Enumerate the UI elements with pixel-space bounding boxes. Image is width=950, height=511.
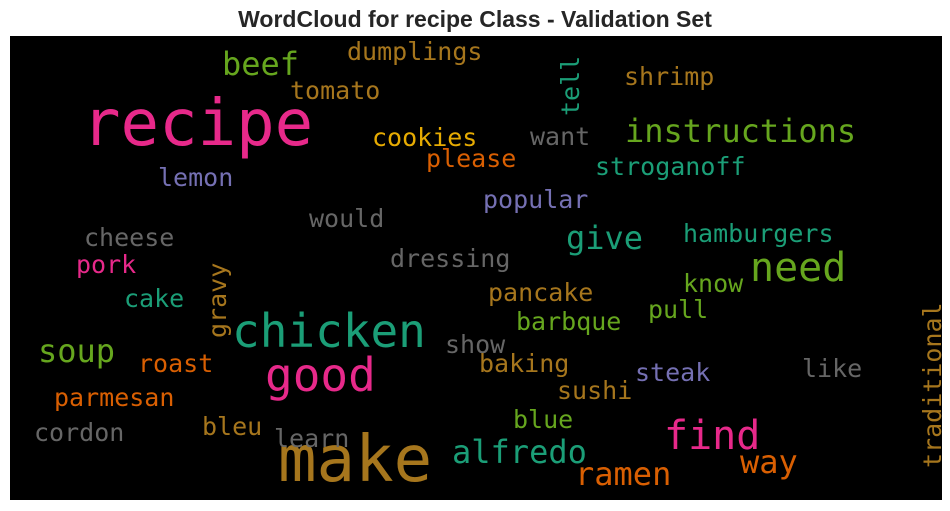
word-alfredo: alfredo — [452, 433, 587, 471]
word-please: please — [426, 144, 517, 173]
word-hamburgers: hamburgers — [683, 219, 834, 248]
word-ramen: ramen — [575, 455, 672, 493]
word-cookies: cookies — [372, 123, 478, 152]
word-give: give — [566, 219, 644, 257]
word-barbque: barbque — [516, 307, 622, 336]
word-roast: roast — [138, 349, 214, 378]
word-pork: pork — [76, 250, 137, 279]
word-soup: soup — [38, 332, 116, 370]
word-cordon: cordon — [34, 418, 125, 447]
word-beef: beef — [222, 45, 300, 83]
word-sushi: sushi — [557, 376, 633, 405]
word-tell: tell — [556, 55, 585, 116]
word-shrimp: shrimp — [624, 62, 715, 91]
word-recipe: recipe — [82, 87, 314, 161]
chart-title: WordCloud for recipe Class - Validation … — [238, 6, 712, 32]
word-like: like — [802, 354, 863, 383]
word-traditional: traditional — [918, 302, 942, 468]
word-bleu: bleu — [202, 412, 263, 441]
word-cloud-canvas: recipe make chicken good find need instr… — [10, 36, 942, 500]
word-parmesan: parmesan — [54, 383, 175, 412]
word-popular: popular — [483, 185, 589, 214]
word-would: would — [309, 204, 385, 233]
word-know: know — [683, 269, 744, 298]
word-cake: cake — [124, 284, 185, 313]
word-good: good — [265, 348, 376, 402]
word-make: make — [278, 423, 433, 497]
word-dressing: dressing — [390, 244, 511, 273]
word-baking: baking — [479, 349, 570, 378]
word-pull: pull — [648, 295, 709, 324]
word-tomato: tomato — [290, 76, 381, 105]
word-pancake: pancake — [488, 278, 594, 307]
word-show: show — [445, 330, 506, 359]
word-stroganoff: stroganoff — [595, 152, 746, 181]
word-instructions: instructions — [625, 112, 857, 150]
word-gravy: gravy — [203, 262, 232, 338]
word-steak: steak — [635, 358, 711, 387]
word-way: way — [740, 443, 798, 481]
word-lemon: lemon — [158, 163, 234, 192]
word-blue: blue — [513, 405, 574, 434]
word-dumplings: dumplings — [347, 37, 483, 66]
word-learn: learn — [274, 424, 350, 453]
word-need: need — [750, 245, 847, 291]
word-find: find — [664, 413, 761, 459]
word-cheese: cheese — [84, 223, 175, 252]
word-chicken: chicken — [232, 304, 426, 358]
word-want: want — [530, 122, 591, 151]
